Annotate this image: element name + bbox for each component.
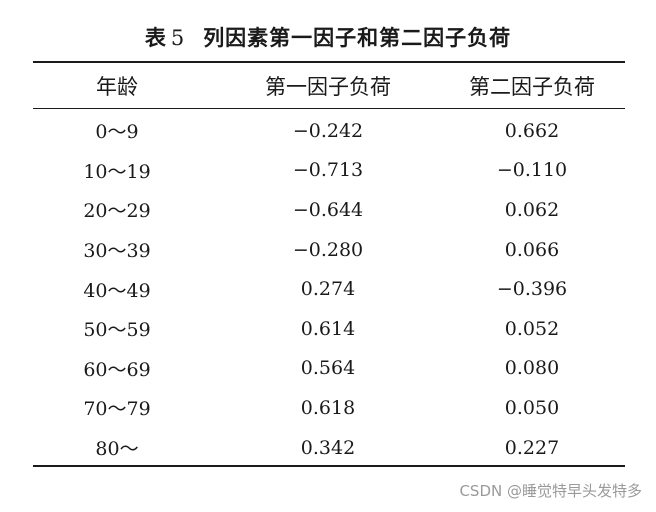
table-row: 70～79 0.618 0.050 [33,388,625,428]
table-row: 80～ 0.342 0.227 [33,428,625,468]
cell-age: 40～49 [83,279,151,302]
cell-factor-1: 0.618 [300,396,356,419]
cell-age: 60～69 [83,358,151,381]
cell-age: 70～79 [83,398,151,421]
table-row: 20～29 −0.644 0.062 [33,190,625,230]
table-header-row: 年龄 第一因子负荷 第二因子负荷 [33,66,625,106]
cell-factor-2: 0.080 [504,357,560,380]
cell-factor-1: 0.342 [300,436,356,459]
header-age: 年龄 [96,75,138,99]
table-title-number: 5 [170,26,186,50]
header-factor-1: 第一因子负荷 [265,75,391,99]
cell-factor-1: −0.242 [292,119,364,142]
table-row: 60～69 0.564 0.080 [33,349,625,389]
table-row: 50～59 0.614 0.052 [33,309,625,349]
table-row: 0～9 −0.242 0.662 [33,111,625,151]
cell-age: 30～39 [83,240,151,263]
table-title-label: 表 [144,26,167,50]
cell-factor-2: 0.066 [504,238,560,261]
cell-factor-1: 0.614 [300,317,356,340]
cell-factor-2: 0.050 [504,396,560,419]
cell-factor-1: −0.713 [292,159,364,182]
table-header-rule [33,108,625,109]
table-row: 40～49 0.274 −0.396 [33,269,625,309]
table-bottom-rule [33,465,625,467]
cell-age: 80～ [95,438,139,461]
header-factor-2: 第二因子负荷 [469,75,595,99]
cell-factor-2: −0.396 [496,278,568,301]
cell-factor-1: 0.564 [300,357,356,380]
cell-age: 20～29 [83,200,151,223]
cell-factor-2: −0.110 [496,159,568,182]
table-top-rule [33,61,625,63]
cell-factor-2: 0.662 [504,119,560,142]
cell-factor-2: 0.052 [504,317,560,340]
cell-age: 0～9 [95,121,139,144]
watermark-text: CSDN @睡觉特早头发特多 [459,482,642,500]
cell-age: 50～59 [83,319,151,342]
table-title-text: 列因素第一因子和第二因子负荷 [203,26,512,50]
cell-factor-1: 0.274 [300,278,356,301]
cell-factor-1: −0.280 [292,238,364,261]
cell-factor-2: 0.062 [504,198,560,221]
cell-factor-1: −0.644 [292,198,364,221]
cell-factor-2: 0.227 [504,436,560,459]
table-row: 10～19 −0.713 −0.110 [33,151,625,191]
table-row: 30～39 −0.280 0.066 [33,230,625,270]
table-title: 表 5 列因素第一因子和第二因子负荷 [0,22,656,52]
cell-age: 10～19 [83,160,151,183]
